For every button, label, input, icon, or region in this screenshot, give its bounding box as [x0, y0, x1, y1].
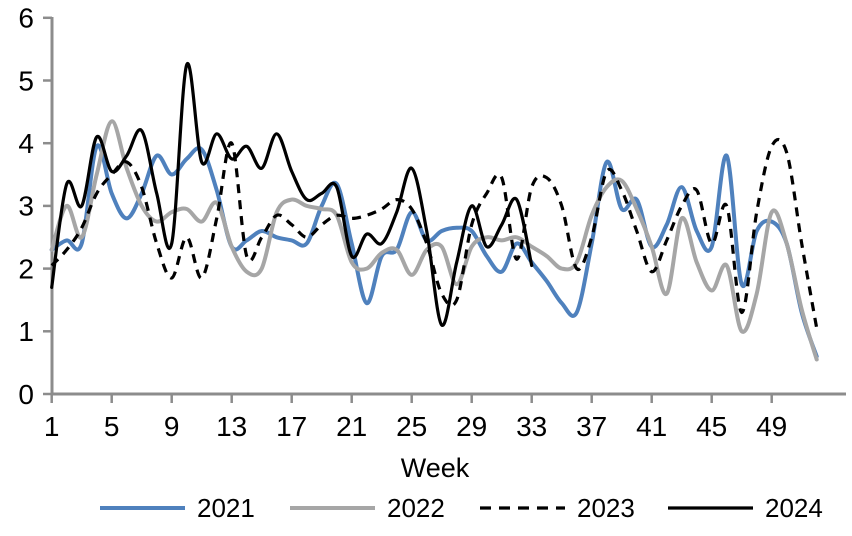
x-tick-label: 49	[756, 411, 787, 442]
x-tick-label: 13	[216, 411, 247, 442]
legend-label-2022: 2022	[387, 493, 445, 523]
plot-series	[49, 62, 819, 362]
series-2024-line	[50, 62, 534, 327]
y-tick-label: 2	[18, 253, 34, 284]
legend-label-2024: 2024	[765, 493, 823, 523]
x-tick-label: 5	[104, 411, 120, 442]
legend: 2021 2022 2023 2024	[100, 493, 823, 523]
y-tick-label: 5	[18, 65, 34, 96]
x-axis-ticks	[50, 394, 773, 403]
x-axis-tick-labels: 1 5 9 13 17 21 25 29 33 37 41 45 49	[44, 411, 787, 442]
x-tick-label: 41	[636, 411, 667, 442]
y-tick-label: 6	[18, 3, 34, 34]
x-tick-label: 29	[456, 411, 487, 442]
y-tick-label: 0	[18, 379, 34, 410]
series-2022-line	[49, 119, 819, 362]
legend-label-2021: 2021	[197, 493, 255, 523]
x-tick-label: 1	[44, 411, 60, 442]
x-tick-label: 33	[516, 411, 547, 442]
x-tick-label: 25	[396, 411, 427, 442]
series-2021-line	[49, 143, 819, 359]
x-tick-label: 37	[576, 411, 607, 442]
x-axis-title: Week	[401, 453, 470, 483]
y-tick-label: 3	[18, 191, 34, 222]
x-tick-label: 21	[336, 411, 367, 442]
y-tick-label: 1	[18, 316, 34, 347]
y-axis-tick-labels: 0 1 2 3 4 5 6	[18, 3, 34, 410]
x-tick-label: 17	[276, 411, 307, 442]
legend-item-2021: 2021	[100, 493, 255, 523]
x-tick-label: 9	[164, 411, 180, 442]
y-axis-ticks	[43, 16, 52, 396]
legend-label-2023: 2023	[577, 493, 635, 523]
legend-item-2024: 2024	[668, 493, 823, 523]
legend-item-2023: 2023	[480, 493, 635, 523]
x-tick-label: 45	[696, 411, 727, 442]
legend-item-2022: 2022	[290, 493, 445, 523]
y-tick-label: 4	[18, 128, 34, 159]
